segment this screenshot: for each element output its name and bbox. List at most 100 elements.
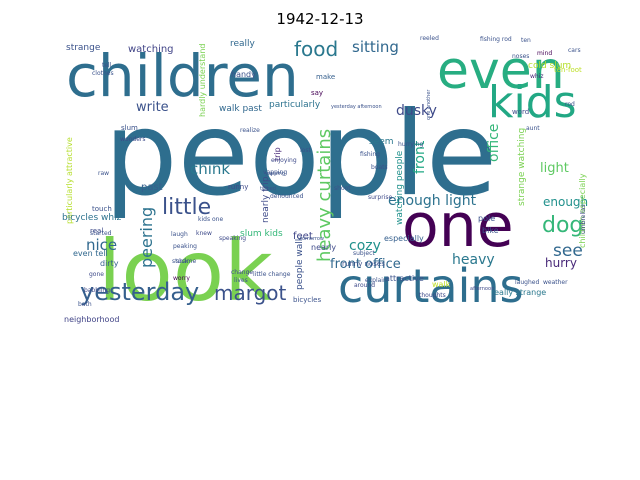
cloud-word-reeled: reeled: [420, 35, 439, 42]
cloud-word-strange: strange: [66, 43, 101, 53]
cloud-word-realize: realize: [240, 127, 260, 134]
cloud-word-word: word: [512, 108, 529, 116]
cloud-word-strange-watching: strange watching: [517, 128, 527, 206]
cloud-word-front-office: front office: [330, 257, 401, 272]
cloud-word-attractive: attractive: [385, 274, 424, 283]
cloud-word-runny: runny: [228, 183, 248, 191]
cloud-word-bicycles: bicycles: [293, 296, 321, 304]
cloud-word-cozy: cozy: [349, 238, 381, 254]
cloud-word-change: change: [231, 269, 253, 276]
cloud-word-wonders: wonders: [120, 136, 145, 143]
cloud-word-aunt: aunt: [526, 125, 540, 132]
cloud-word-yesterday: yesterday: [80, 278, 199, 306]
cloud-word-yesterday-afternoon: yesterday afternoon: [331, 104, 382, 110]
cloud-word-started: started: [90, 230, 112, 237]
cloud-word-say: say: [311, 89, 323, 97]
cloud-word-past: past: [141, 182, 163, 193]
cloud-word-really-strange: really strange: [491, 288, 546, 297]
cloud-word-runny-noses: runny noses: [342, 260, 385, 268]
cloud-word-whiz: whiz: [530, 73, 544, 80]
cloud-word-speaking: speaking: [219, 235, 246, 242]
cloud-word-food: food: [294, 37, 338, 61]
cloud-word-clothes: clothes: [92, 70, 114, 77]
cloud-word-afternoon: afternoon: [470, 286, 494, 292]
cloud-word-umbrellas: umbrellas: [580, 204, 587, 234]
cloud-word-bath: bath: [78, 301, 92, 308]
cloud-word-babbling: babbling: [84, 287, 110, 294]
cloud-word-trip: trip: [273, 147, 282, 161]
cloud-word-ten: ten: [521, 37, 531, 44]
cloud-word-slum-kids: slum kids: [240, 229, 283, 239]
cloud-word-surprise: surprise: [368, 194, 392, 201]
cloud-word-even: even: [437, 41, 565, 101]
cloud-word-particularly-attractive: particularly attractive: [65, 137, 74, 224]
cloud-word-watching: watching: [128, 44, 174, 55]
cloud-word-little-change: little change: [253, 271, 291, 278]
cloud-word-walk-past: walk past: [219, 104, 262, 114]
cloud-word-hurry: hurry: [545, 256, 577, 270]
cloud-word-see: see: [553, 241, 583, 261]
cloud-word-tipped: tipped: [260, 186, 276, 192]
cloud-word-peering: peering: [137, 207, 156, 268]
cloud-word-one-another: one another: [426, 89, 432, 120]
cloud-word-really: really: [230, 39, 256, 49]
cloud-word-vapping: vapping: [263, 169, 287, 176]
cloud-word-tell: tell: [102, 62, 112, 69]
cloud-word-touch: touch: [92, 205, 112, 213]
cloud-word-rod: rod: [565, 101, 575, 108]
cloud-word-cold-slum: cold slum: [528, 61, 571, 71]
cloud-word-bicycles-whiz: bicycles whiz: [62, 213, 122, 223]
cloud-word-curtains: curtains: [338, 259, 523, 313]
figure-title: 1942-12-13: [276, 10, 364, 28]
cloud-word-denounced: denounced: [270, 193, 304, 200]
cloud-word-nice: nice: [86, 236, 117, 254]
cloud-word-enough-light: enough light: [388, 193, 477, 209]
cloud-word-little: little: [162, 195, 211, 220]
cloud-word-fishing-rod: fishing rod: [480, 36, 512, 43]
cloud-word-ten-foot: ten-foot: [554, 66, 582, 74]
cloud-word-children: children: [66, 42, 299, 110]
cloud-word-weather: weather: [543, 279, 568, 286]
cloud-word-mind: mind: [537, 50, 552, 57]
cloud-word-tomorrow: tomorrow: [300, 236, 324, 242]
cloud-word-people: people: [104, 87, 497, 222]
cloud-word-walk: walk: [432, 280, 451, 289]
cloud-word-dusky: dusky: [396, 103, 437, 119]
cloud-word-subject: subject: [353, 250, 375, 257]
cloud-word-look: look: [98, 222, 273, 320]
cloud-word-sitting: sitting: [352, 38, 399, 56]
cloud-word-front: front: [412, 140, 428, 174]
cloud-word-make: make: [316, 73, 335, 81]
cloud-word-kids-one: kids one: [198, 216, 223, 223]
cloud-word-real: real: [90, 227, 103, 235]
cloud-word-boats: boats: [371, 164, 388, 171]
cloud-word-slum: slum: [121, 124, 138, 132]
cloud-word-children-especially: children especially: [578, 173, 587, 248]
cloud-word-knew: knew: [196, 230, 212, 237]
cloud-word-people-walk: people walk: [295, 235, 305, 290]
cloud-word-one: one: [402, 191, 514, 261]
cloud-word-nearly-trip: nearly trip: [261, 176, 271, 223]
cloud-word-particularly: particularly: [269, 100, 321, 110]
cloud-word-around: around: [354, 282, 375, 289]
cloud-word-lives: lives: [234, 277, 248, 284]
cloud-word-light: light: [540, 161, 569, 176]
cloud-word-hardly-understand: hardly understand: [198, 44, 207, 117]
cloud-word-cars: cars: [568, 47, 581, 54]
cloud-word-enjoying: enjoying: [271, 157, 297, 164]
cloud-word-office: office: [486, 124, 502, 162]
cloud-word-laugh: laugh: [171, 231, 188, 238]
cloud-word-margot: margot: [214, 281, 287, 305]
cloud-word-pole: pole: [478, 214, 495, 223]
cloud-word-laughed: laughed: [515, 279, 539, 286]
cloud-word-handy: handy: [231, 70, 256, 79]
cloud-word-stuck: stuck: [172, 258, 189, 265]
cloud-word-enough: enough: [543, 195, 588, 209]
cloud-word-lost: lost: [300, 147, 311, 154]
cloud-word-noses: noses: [512, 53, 529, 60]
cloud-word-kids: kids: [488, 77, 577, 128]
cloud-word-shoot: shoot: [334, 185, 351, 192]
cloud-word-nearly: nearly: [311, 243, 336, 252]
cloud-word-yapping: yapping: [265, 171, 285, 177]
cloud-word-gone: gone: [89, 271, 104, 278]
